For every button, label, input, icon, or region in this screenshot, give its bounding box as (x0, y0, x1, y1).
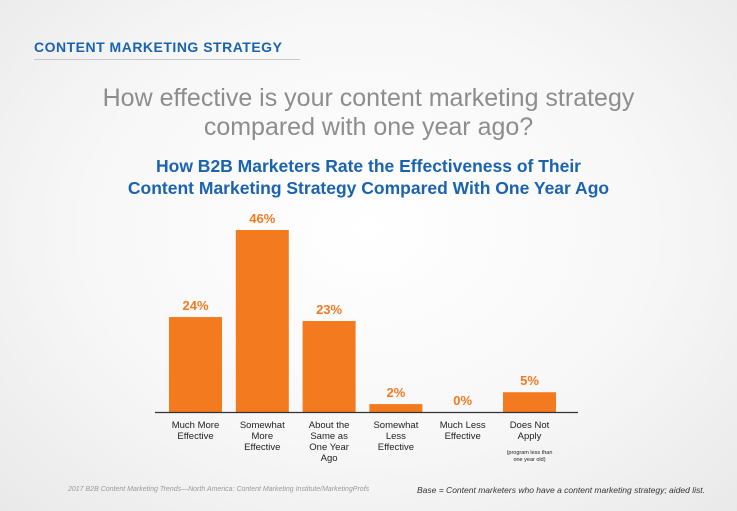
bar (235, 230, 289, 412)
bar-value-label: 5% (520, 373, 539, 388)
category-label: Somewhat (373, 420, 418, 431)
bar-value-label: 23% (316, 302, 342, 317)
category-label: Ago (321, 453, 338, 464)
bar (369, 404, 423, 412)
category-label: Less (386, 431, 406, 442)
category-label: Effective (177, 431, 213, 442)
survey-question: How effective is your content marketing … (0, 84, 737, 142)
category-label: More (251, 431, 273, 442)
bar (302, 321, 356, 412)
category-label: Effective (445, 431, 481, 442)
bar-value-label: 0% (453, 393, 472, 408)
bar (503, 392, 556, 412)
chart-title-line-1: How B2B Marketers Rate the Effectiveness… (156, 156, 581, 176)
category-label: Much Less (440, 420, 486, 431)
chart-title-line-2: Content Marketing Strategy Compared With… (127, 178, 610, 198)
base-note: Base = Content marketers who have a cont… (417, 485, 705, 495)
category-label: Effective (378, 442, 414, 453)
section-header: CONTENT MARKETING STRATEGY (34, 39, 300, 60)
category-label: One Year (309, 442, 349, 453)
bar-value-label: 24% (182, 298, 208, 313)
category-label: Effective (244, 442, 280, 453)
section-title: CONTENT MARKETING STRATEGY (34, 39, 283, 55)
source-note: 2017 B2B Content Marketing Trends—North … (68, 486, 370, 493)
bar-value-label: 46% (249, 211, 275, 226)
survey-question-line-1: How effective is your content marketing … (102, 84, 635, 112)
chart-title: How B2B Marketers Rate the Effectiveness… (0, 155, 737, 199)
category-label: Much More (172, 420, 220, 431)
category-label: Same as (310, 431, 348, 442)
category-label: Apply (518, 431, 542, 442)
category-label: Somewhat (240, 420, 285, 431)
bar-value-label: 2% (387, 385, 406, 400)
bar (169, 317, 222, 412)
category-label: About the (309, 420, 350, 431)
category-note: one year old) (513, 457, 545, 463)
category-label: Does Not (510, 420, 550, 431)
survey-question-line-2: compared with one year ago? (203, 113, 534, 141)
category-note: (program less than (507, 450, 553, 456)
